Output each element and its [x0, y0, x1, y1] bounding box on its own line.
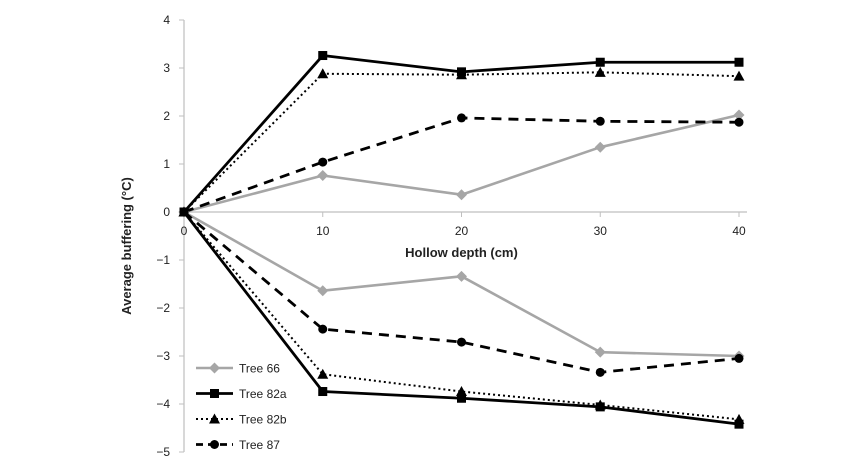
data-point [317, 68, 329, 79]
data-point [595, 367, 605, 377]
y-tick-label: 1 [163, 157, 170, 171]
data-point [594, 346, 606, 358]
x-tick-label: 40 [732, 224, 746, 238]
y-axis-title: Average buffering (°C) [119, 177, 134, 315]
x-tick-labels: 0 10 20 30 40 [181, 224, 746, 238]
y-tick-label: −1 [156, 253, 170, 267]
data-point [734, 353, 744, 363]
data-point [318, 51, 328, 61]
data-point [733, 109, 745, 121]
data-point [318, 157, 328, 167]
y-tick-label: −3 [156, 349, 170, 363]
data-point [594, 399, 606, 410]
x-tick-label: 20 [455, 224, 469, 238]
legend-swatch-marker [209, 413, 220, 424]
y-tick-label: 2 [163, 109, 170, 123]
series-line [183, 210, 740, 374]
data-point [317, 285, 329, 297]
data-point [179, 207, 189, 217]
data-point [317, 368, 329, 379]
legend-item: Tree 87 [196, 438, 280, 452]
x-tick-label: 30 [594, 224, 608, 238]
data-point [734, 57, 744, 67]
legend-swatch-marker [210, 389, 219, 398]
data-point [457, 337, 466, 347]
data-point [734, 419, 744, 429]
data-point [733, 413, 745, 424]
x-tick-label: 10 [316, 224, 330, 238]
y-tick-label: 3 [163, 61, 170, 75]
data-point [594, 66, 606, 77]
y-tick-labels: 4 3 2 1 0 −1 −2 −3 −4 −5 [156, 13, 170, 459]
y-tick-label: −4 [156, 397, 170, 411]
y-tick-label: −2 [156, 301, 170, 315]
data-point [317, 170, 329, 182]
legend-item: Tree 66 [196, 362, 280, 376]
legend-item: Tree 82b [196, 413, 287, 427]
data-point [318, 324, 328, 334]
data-point [734, 117, 744, 127]
legend-label: Tree 66 [239, 362, 280, 376]
data-point [457, 393, 466, 403]
data-point [594, 141, 606, 153]
data-point [456, 69, 467, 80]
legend-swatch-marker [209, 362, 220, 374]
y-tick-label: 4 [163, 13, 170, 27]
data-point [733, 70, 745, 81]
data-point [595, 116, 605, 126]
legend-label: Tree 82a [239, 387, 287, 401]
series-tree-87 [179, 113, 744, 217]
legend-label: Tree 82b [239, 413, 287, 427]
series-tree-87 [179, 207, 744, 377]
legend: Tree 66 Tree 82a Tree 82b Tree 87 [196, 362, 287, 452]
series-layer [178, 51, 745, 429]
data-point [318, 387, 328, 397]
legend-swatch-marker [210, 440, 219, 449]
series-line [183, 71, 740, 213]
series-tree-66 [178, 109, 745, 218]
x-tick-label: 0 [181, 224, 188, 238]
y-tick-label: 0 [163, 205, 170, 219]
data-point [456, 386, 467, 397]
y-tick-label: −5 [156, 445, 170, 459]
data-point [456, 270, 467, 282]
legend-label: Tree 87 [239, 438, 280, 452]
x-axis-title: Hollow depth (cm) [405, 245, 518, 260]
legend-item: Tree 82a [196, 387, 287, 401]
data-point [456, 189, 467, 201]
data-point [457, 113, 466, 123]
data-point [595, 57, 605, 67]
